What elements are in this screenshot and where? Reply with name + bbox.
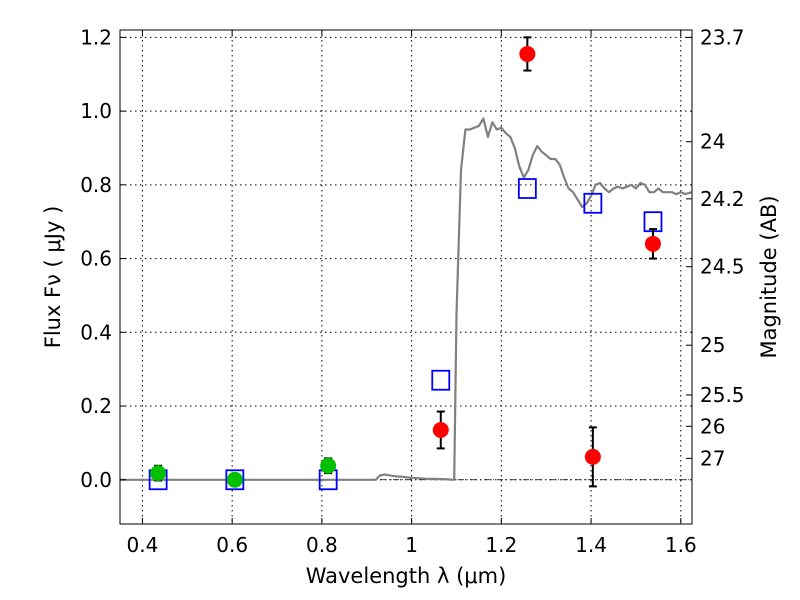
x-tick-label: 1.2 [485,533,517,557]
x-tick-label: 0.8 [306,533,338,557]
y-tick-label: 0.0 [80,468,112,492]
model-spectrum-line [120,117,693,481]
green-data-point [320,457,337,474]
y-axis-right-label: Magnitude (AB) [757,195,781,358]
model-flux-square [583,192,603,214]
right-tick-label: 24.2 [700,187,745,211]
x-axis-label: Wavelength λ (μm) [306,564,507,588]
y-tick-label: 0.4 [80,320,112,344]
right-tick-label: 24 [700,130,725,154]
y-tick-label: 0.8 [80,173,112,197]
model-flux-square [225,469,245,491]
y-tick-label: 0.2 [80,394,112,418]
right-tick-label: 24.5 [700,255,745,279]
green-data-point [226,471,243,488]
model-flux-square [517,178,537,199]
red-data-point [644,235,661,252]
right-tick-label: 23.7 [700,25,745,49]
grid-layer [120,30,692,524]
model-flux-square [431,369,451,391]
right-tick-label: 25 [700,333,725,357]
y-axis-label: Flux Fν ( μJy ) [41,206,65,349]
y-tick-label: 1.0 [80,99,112,123]
red-data-point [519,45,536,62]
tick-layer: 0.4 0.6 0.8 1 1.2 1.4 1.6 0.0 0.2 0.4 0.6 0.8 1.0 1.2… [80,25,744,557]
y-tick-label: 1.2 [80,25,112,49]
right-tick-label: 25.5 [700,383,745,407]
x-tick-label: 1.6 [665,533,697,557]
data-layer [120,36,693,491]
plot-frame [119,29,693,525]
x-tick-label: 0.4 [127,533,159,557]
x-tick-label: 1.4 [575,533,607,557]
red-data-point [432,421,449,438]
x-tick-label: 0.6 [216,533,248,557]
x-tick-label: 1 [405,533,418,557]
right-tick-label: 26 [700,414,725,438]
y-tick-label: 0.6 [80,247,112,271]
red-data-point [584,448,601,465]
right-tick-label: 27 [700,446,725,470]
green-data-point [150,465,167,482]
